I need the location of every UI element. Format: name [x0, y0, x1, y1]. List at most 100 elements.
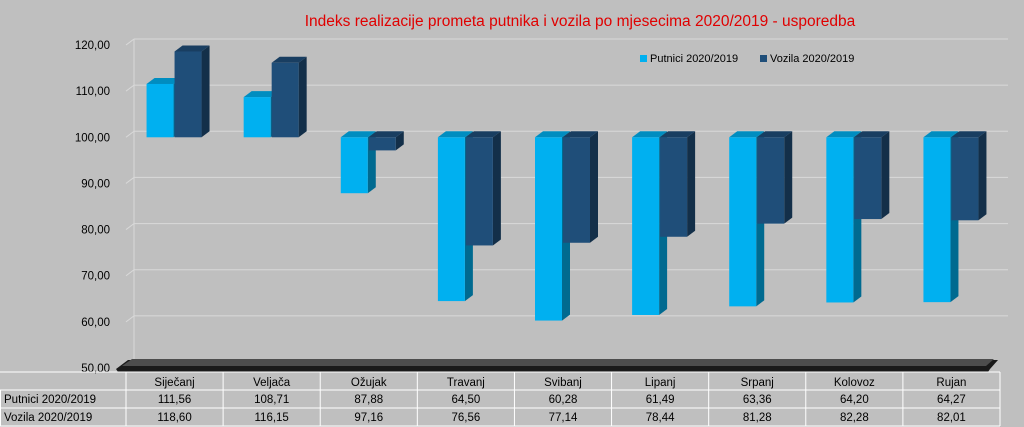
bar-top — [826, 131, 862, 138]
table-series-name: Putnici 2020/2019 — [4, 394, 96, 406]
data-label: 64,27 — [937, 394, 966, 406]
bar — [368, 131, 404, 151]
bar — [729, 131, 765, 307]
data-label: 82,01 — [937, 412, 966, 424]
data-label: 64,20 — [840, 394, 869, 406]
bar — [563, 131, 598, 243]
y-tick-label: 60,00 — [81, 317, 110, 329]
bar-front — [243, 97, 271, 138]
table-series-name: Vozila 2020/2019 — [4, 412, 92, 424]
data-label: 63,36 — [743, 394, 772, 406]
bar-top — [854, 131, 890, 138]
y-tick-label: 70,00 — [81, 271, 110, 283]
bar-top — [660, 131, 696, 138]
bar-front — [174, 51, 202, 138]
gridline-depth — [125, 315, 135, 323]
bar-top — [437, 131, 473, 138]
bars — [146, 45, 987, 321]
gridline-depth — [125, 130, 135, 138]
bar-front — [729, 137, 757, 307]
y-tick-label: 100,00 — [75, 132, 110, 144]
data-label: 87,88 — [354, 394, 383, 406]
data-label: 61,49 — [646, 394, 675, 406]
bar-top — [465, 131, 501, 138]
bar-top — [632, 131, 668, 138]
bar-front — [660, 137, 688, 237]
bar-top — [243, 91, 279, 98]
bar-top — [271, 56, 307, 63]
bar-front — [757, 137, 785, 224]
category-label: Travanj — [447, 377, 485, 389]
legend-swatch — [760, 55, 767, 62]
category-label: Rujan — [936, 377, 966, 389]
data-label: 111,56 — [158, 394, 191, 406]
bar-side — [881, 131, 890, 220]
category-label: Lipanj — [645, 377, 676, 389]
data-label: 77,14 — [549, 412, 578, 424]
bar-top — [729, 131, 765, 138]
y-tick-label: 90,00 — [81, 178, 110, 190]
category-label: Veljača — [253, 377, 291, 389]
bar-side — [590, 131, 598, 243]
data-label: 108,71 — [254, 394, 289, 406]
bar-side — [201, 45, 210, 138]
data-label: 78,44 — [646, 412, 675, 424]
y-tick-label: 80,00 — [81, 225, 110, 237]
category-label: Ožujak — [351, 377, 387, 389]
bar-top — [340, 131, 376, 138]
bar-front — [535, 137, 562, 321]
bar-front — [340, 137, 368, 194]
bar — [854, 131, 890, 220]
bar — [757, 131, 793, 224]
floor-top — [122, 359, 994, 366]
bar-front — [465, 137, 493, 246]
y-tick-label: 120,00 — [75, 40, 110, 52]
bar-top — [174, 45, 210, 52]
category-label: Svibanj — [544, 377, 582, 389]
bar-front — [632, 137, 660, 315]
bar-front — [271, 62, 299, 138]
gridline-depth — [125, 177, 135, 184]
data-label: 82,28 — [840, 412, 869, 424]
data-table: Siječanj Veljača Ožujak Travanj Svibanj Lipan… — [0, 371, 1001, 427]
gridline-depth — [125, 38, 135, 46]
bar-front — [854, 137, 882, 220]
bar-front — [368, 137, 396, 151]
bar-side — [784, 131, 793, 224]
gridline-depth — [125, 84, 135, 92]
bar-top — [563, 131, 598, 138]
gridline-depth — [125, 223, 135, 230]
bar-front — [826, 137, 854, 303]
bar-top — [923, 131, 959, 138]
bar — [271, 56, 307, 138]
bar-top — [535, 131, 570, 138]
bar-top — [757, 131, 793, 138]
data-label: 116,15 — [255, 412, 289, 424]
bar-side — [298, 56, 307, 138]
data-label: 118,60 — [157, 412, 191, 424]
bar — [174, 45, 210, 138]
bar-front — [923, 137, 951, 303]
data-label: 76,56 — [451, 412, 480, 424]
bar — [465, 131, 501, 246]
category-label: Siječanj — [154, 377, 194, 389]
bar-top — [368, 131, 404, 138]
data-label: 64,50 — [451, 394, 480, 406]
data-label: 97,16 — [354, 412, 383, 424]
bar — [660, 131, 696, 237]
bar — [951, 131, 987, 221]
data-label: 81,28 — [743, 412, 772, 424]
legend: Putnici 2020/2019 Vozila 2020/2019 — [640, 53, 854, 65]
chart-title: Indeks realizacije prometa putnika i voz… — [305, 13, 856, 30]
bar-side — [492, 131, 501, 246]
bar-front — [146, 83, 174, 138]
category-label: Kolovoz — [834, 377, 875, 389]
legend-label: Putnici 2020/2019 — [650, 53, 738, 65]
y-tick-label: 110,00 — [76, 86, 110, 98]
data-label: 60,28 — [549, 394, 578, 406]
legend-swatch — [640, 55, 647, 62]
category-label: Srpanj — [741, 377, 774, 389]
bar-side — [687, 131, 696, 237]
bar-front — [951, 137, 979, 221]
